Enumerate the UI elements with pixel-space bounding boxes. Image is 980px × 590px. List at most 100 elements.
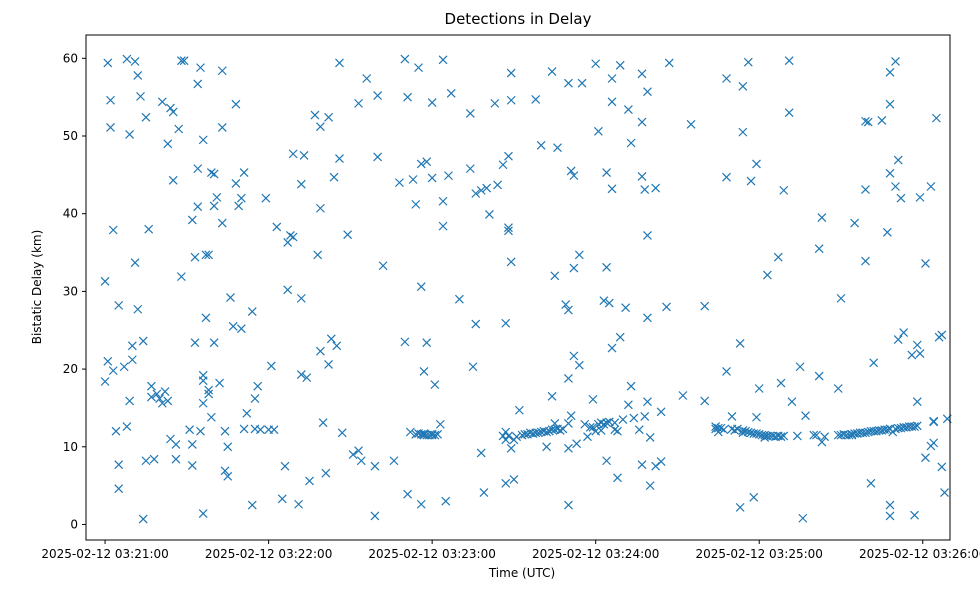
data-point [572,439,582,449]
data-point [504,226,513,236]
data-point [700,396,710,406]
data-point [626,381,636,391]
data-point [187,215,197,225]
data-point [315,203,325,213]
data-point [400,337,410,347]
data-point [820,432,830,442]
data-point [656,457,666,466]
data-point [929,416,939,426]
data-point [613,473,622,483]
x-tick-label: 2025-02-12 03:25:00 [695,547,822,561]
data-point [217,66,227,76]
data-point [713,423,723,433]
data-point [370,511,380,521]
data-point [422,157,432,167]
data-point [157,398,167,408]
data-point [427,98,437,108]
data-point [253,381,263,391]
data-point [885,99,895,109]
data-point [324,359,333,369]
data-point [250,394,260,404]
data-point [479,488,489,498]
data-point [190,338,200,348]
data-point [217,123,227,132]
x-tick-label: 2025-02-12 03:26:00 [859,547,980,561]
data-point [220,466,230,476]
data-point [621,303,631,313]
data-point [119,362,129,372]
data-point [566,166,576,176]
data-point [305,476,314,486]
data-point [354,446,363,456]
data-point [209,338,219,348]
data-point [220,426,230,436]
data-point [201,250,211,260]
data-point [602,168,612,177]
data-point [176,272,186,282]
data-point [476,185,486,195]
data-point [915,349,925,358]
data-point [111,426,121,436]
data-point [610,425,620,435]
data-point [602,456,612,466]
y-tick-label: 30 [63,284,78,298]
data-point [910,510,919,520]
data-point [588,394,598,404]
data-point [427,173,437,183]
data-point [198,398,208,408]
data-point [318,418,328,428]
data-point [542,427,552,437]
data-point [335,154,344,163]
data-point [152,389,162,399]
data-point [141,456,151,466]
data-point [433,429,443,439]
data-point [885,168,895,178]
data-point [861,185,870,195]
data-point [779,185,789,195]
chart-title: Detections in Delay [445,10,592,28]
data-point [198,509,208,519]
data-point [206,168,216,177]
data-point [482,183,492,193]
data-point [891,56,900,66]
data-point [157,97,167,107]
data-point [247,307,257,317]
data-point [784,108,794,118]
data-point [743,427,753,437]
data-point [623,105,633,115]
data-point [749,492,759,502]
data-point [239,424,249,434]
data-point [266,361,276,371]
data-point [792,431,802,441]
data-point [185,425,194,435]
data-point [302,373,312,383]
data-point [269,425,279,435]
data-point [850,218,860,228]
data-point [732,424,742,434]
data-point [844,430,854,440]
y-tick-label: 50 [63,129,78,143]
data-point [226,293,235,303]
data-point [204,385,214,395]
data-point [315,346,325,356]
data-point [108,225,118,235]
y-tick-label: 20 [63,362,78,376]
data-point [212,192,222,202]
data-point [596,426,606,435]
data-point [430,380,440,390]
data-point [915,192,925,202]
data-point [885,67,895,77]
data-point [588,422,598,432]
data-point [637,460,647,470]
data-point [280,461,290,471]
data-point [171,454,181,464]
x-tick-label: 2025-02-12 03:24:00 [532,547,659,561]
data-point [446,88,456,98]
data-point [370,461,380,471]
data-point [335,58,344,68]
data-point [125,396,135,406]
data-point [215,378,224,388]
data-point [711,422,721,431]
data-point [809,430,819,440]
data-point [613,426,622,436]
